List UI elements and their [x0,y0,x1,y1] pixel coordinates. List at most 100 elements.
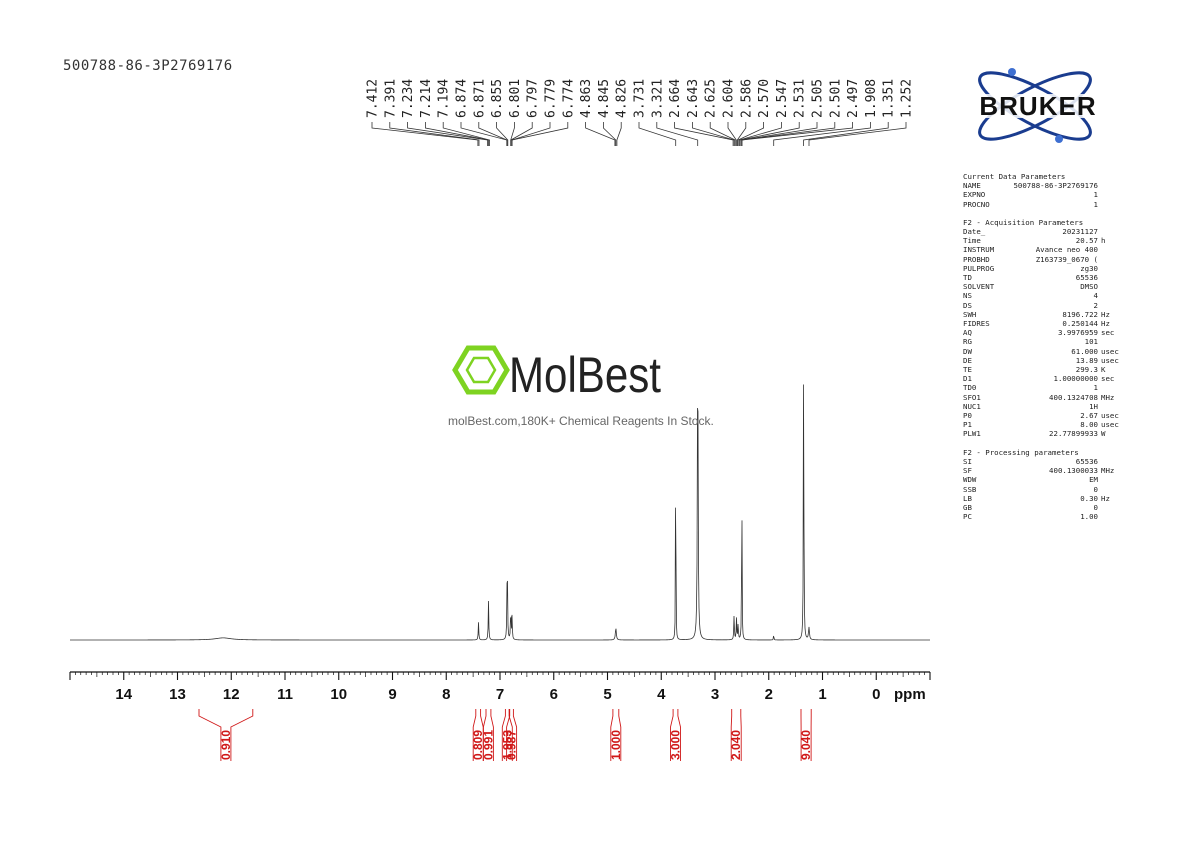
logo-electron-icon [1008,68,1016,76]
integral-bracket-left [482,709,487,761]
peak-label: 7.391 [383,79,398,118]
param-key: GB [963,502,972,512]
processing-params-list: SI 65536 SF 400.1300033 MHz WDW EM SSB 0 LB 0.30 Hz… [963,457,1117,521]
param-value: 500788-86-3P2769176 [1013,181,1098,191]
peak-leader-line [674,122,734,146]
param-row: TD 65536 [963,273,1117,282]
param-key: DW [963,346,972,356]
axis-tick-label: 7 [496,686,504,703]
peak-label: 6.774 [561,79,576,118]
param-key: AQ [963,328,972,338]
watermark-logo-text: MolBest [509,347,661,403]
logo-orbit-2 [978,71,1092,141]
param-unit [1101,301,1117,310]
peak-label: 3.321 [650,79,665,118]
param-row: D1 1.00000000 sec [963,374,1117,383]
param-key: WDW [963,475,977,485]
peak-label: 2.664 [668,79,683,118]
param-key: FIDRES [963,319,990,329]
param-value: 0 [1093,502,1098,512]
logo-electron-icon [1055,135,1063,143]
peak-label: 4.826 [615,79,630,118]
peak-label: 2.547 [775,79,790,118]
peak-label: 6.797 [526,79,541,118]
peak-leader-line [727,122,737,146]
peak-label: 1.252 [900,79,915,118]
peak-leader-line [741,122,853,146]
peak-leader-line [407,122,488,146]
param-value: 1 [1093,190,1098,200]
integral-bracket-right [618,709,622,761]
integral-bracket-right [490,709,494,761]
param-unit [1101,181,1117,190]
param-unit: W [1101,429,1106,439]
param-row: AQ 3.9976959 sec [963,328,1117,337]
param-row: PROBHD Z163739_0670 ( [963,255,1117,264]
param-key: Date_ [963,227,986,237]
param-unit [1101,273,1117,282]
param-unit: usec [1101,411,1119,421]
param-key: NAME [963,181,981,191]
param-key: DE [963,355,972,365]
processing-params-title: F2 - Processing parameters [963,447,1079,457]
param-key: PLW1 [963,429,981,439]
integral: 0.991 [481,709,495,761]
peak-leader-line [603,122,617,146]
peak-label: 2.625 [704,79,719,118]
peak-leader-line [389,122,480,146]
param-value: 20231127 [1062,227,1098,237]
param-unit [1101,512,1117,521]
param-key: PROBHD [963,254,990,264]
axis-unit-label: ppm [894,686,926,703]
peak-label: 4.845 [597,79,612,118]
peak-labels: 7.412 7.391 7.234 7.214 7.194 6.874 6.871 6.855… [366,79,915,118]
param-key: TD0 [963,383,977,393]
param-value: Avance neo 400 [1035,245,1098,255]
axis-tick-label: 5 [603,686,611,703]
param-unit [1101,457,1117,466]
param-unit: MHz [1101,392,1115,402]
peak-label-leaders [371,122,907,146]
nmr-spectrum-chart: 7.412 7.391 7.234 7.214 7.194 6.874 6.871 6.855… [69,79,931,761]
axis-tick-label: 10 [330,686,347,703]
bruker-logo: BRUKER [961,68,1115,143]
integral-bracket-left [501,709,506,761]
logo-orbit-1 [978,71,1092,141]
param-row: P0 2.67 usec [963,411,1119,421]
param-key: TE [963,365,972,375]
param-row: Date_ 20231127 [963,227,1117,236]
param-value: 13.89 [1075,355,1098,365]
peak-label: 2.501 [828,79,843,118]
axis-tick-label: 4 [657,686,666,703]
param-key: D1 [963,374,972,384]
param-key: PC [963,512,972,522]
param-row: NAME 500788-86-3P2769176 [963,181,1117,190]
peak-label: 7.194 [437,79,452,118]
param-value: 400.1324708 [1049,392,1098,402]
integral-value: 0.987 [505,730,519,760]
integral: 1.953 [500,709,514,761]
param-unit: K [1101,365,1106,375]
param-row: SWH 8196.722 Hz [963,310,1117,319]
acquisition-parameters-panel: Current Data Parameters NAME 500788-86-3P… [963,172,1119,521]
peak-label: 6.855 [490,79,505,118]
integral-value: 3.000 [668,730,682,760]
param-unit [1101,475,1117,484]
peak-leader-line [585,122,616,146]
param-value: 1H [1089,401,1098,411]
param-key: NUC1 [963,401,981,411]
param-row: WDW EM [963,475,1117,484]
param-value: 1 [1093,383,1098,393]
molbest-watermark: MolBest [452,345,661,403]
peak-label: 7.214 [419,79,434,118]
integral-value: 1.000 [609,730,623,760]
peak-leader-line [425,122,489,146]
peak-label: 6.801 [508,79,523,118]
peak-leader-line [511,122,569,146]
param-unit [1101,200,1117,209]
param-value: 4 [1093,291,1098,301]
peak-leader-line [773,122,871,146]
param-value: 2 [1093,300,1098,310]
integral-value: 2.040 [729,730,743,760]
peak-label: 6.871 [472,79,487,118]
